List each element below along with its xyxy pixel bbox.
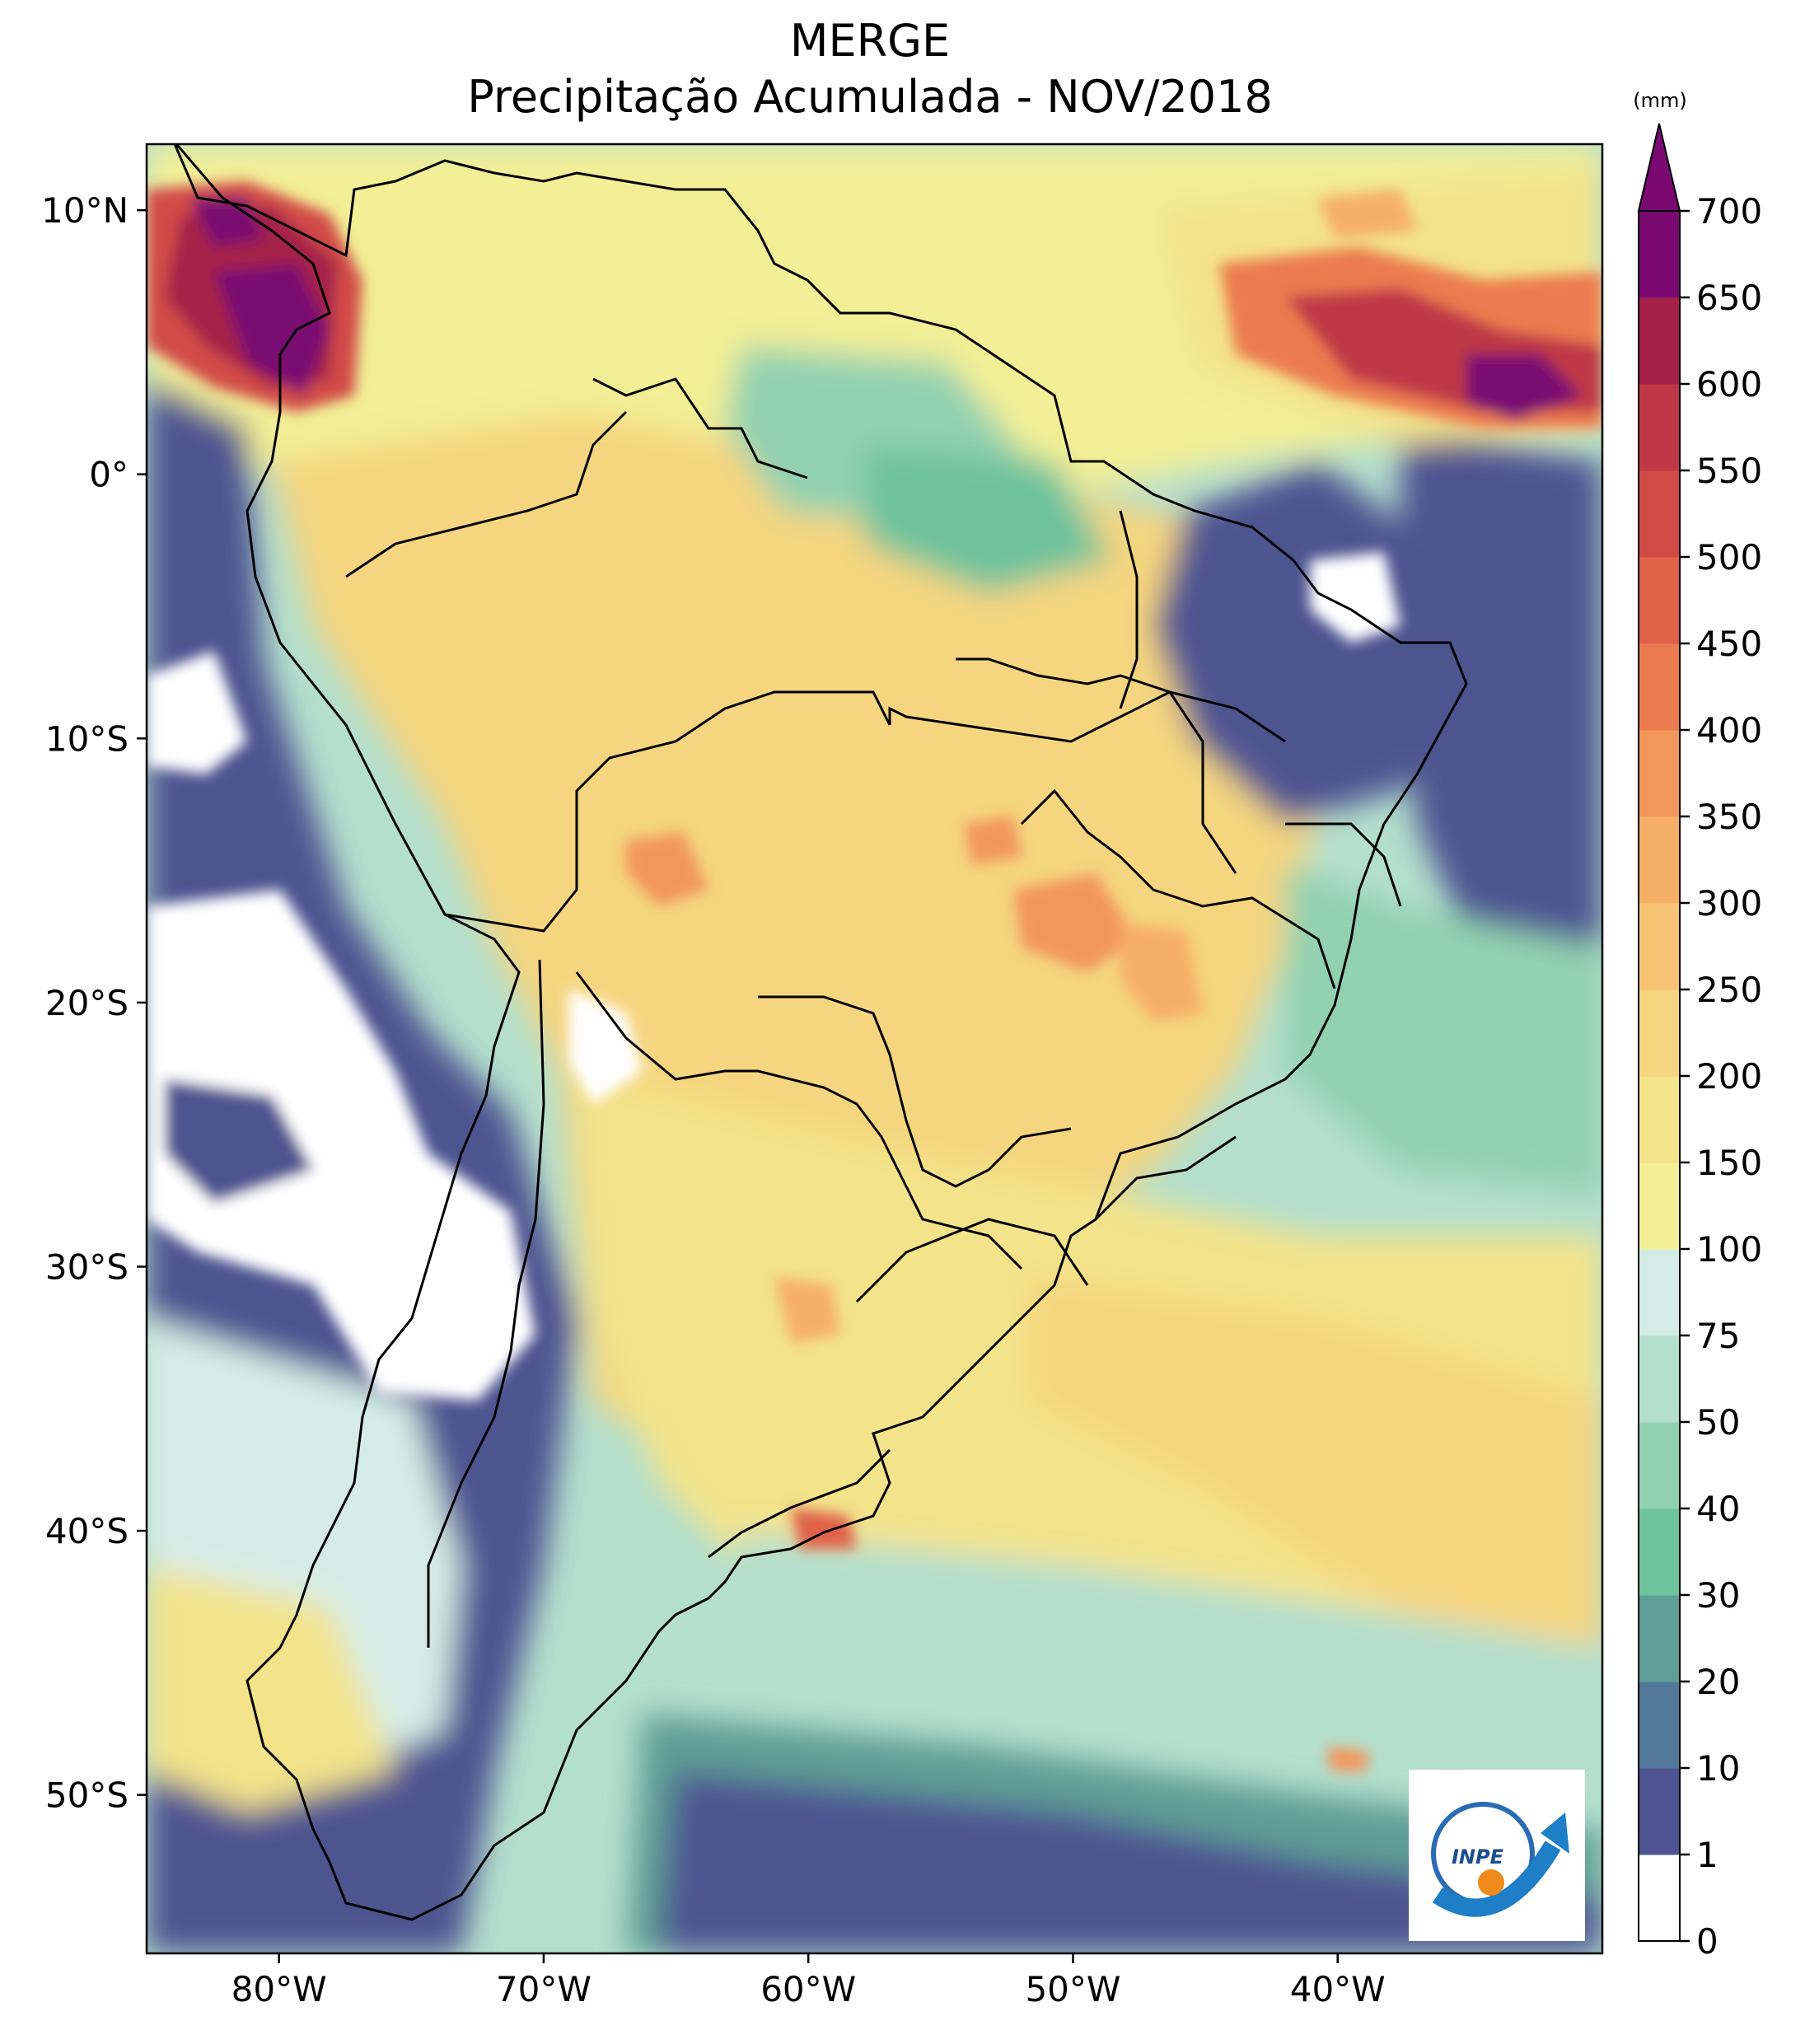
colorbar-swatch	[1639, 989, 1680, 1077]
colorbar-swatch	[1639, 1249, 1680, 1336]
colorbar-label: 100	[1696, 1229, 1762, 1270]
colorbar-swatch	[1639, 1076, 1680, 1163]
colorbar-label: 700	[1696, 191, 1762, 232]
chart-subtitle: Precipitação Acumulada - NOV/2018	[467, 71, 1273, 123]
colorbar-swatch	[1639, 730, 1680, 817]
colorbar-label: 400	[1696, 710, 1762, 751]
colorbar-label: 200	[1696, 1056, 1762, 1097]
colorbar-swatch	[1639, 903, 1680, 990]
latitude-ticks: 10°N 0° 10°S 20°S 30°S 40°S 50°S	[41, 190, 147, 1816]
lat-tick-label: 0°	[89, 455, 129, 495]
inpe-logo: INPE	[1409, 1770, 1585, 1941]
colorbar-swatch	[1639, 643, 1680, 731]
colorbar-label: 600	[1696, 364, 1762, 405]
colorbar-swatch	[1639, 384, 1680, 471]
colorbar-label: 1	[1696, 1835, 1718, 1875]
lat-tick-label: 40°S	[45, 1511, 129, 1551]
lon-tick-label: 40°W	[1290, 1969, 1386, 2009]
lat-tick-label: 50°S	[45, 1775, 129, 1816]
colorbar-label: 500	[1696, 537, 1762, 578]
colorbar-label: 150	[1696, 1143, 1762, 1183]
colorbar-label: 0	[1696, 1921, 1718, 1962]
colorbar-swatch	[1639, 816, 1680, 904]
colorbar-label: 50	[1696, 1402, 1740, 1443]
colorbar-label: 300	[1696, 883, 1762, 924]
country-borders	[173, 144, 1468, 1921]
lon-tick-label: 60°W	[760, 1969, 856, 2009]
colorbar-label: 250	[1696, 970, 1762, 1010]
lat-tick-label: 20°S	[45, 983, 129, 1023]
colorbar-label: 450	[1696, 624, 1762, 664]
lon-tick-label: 70°W	[496, 1969, 592, 2009]
colorbar-label: 10	[1696, 1748, 1740, 1789]
colorbar-swatch	[1639, 297, 1680, 385]
colorbar-swatch	[1639, 1682, 1680, 1769]
colorbar-unit: (mm)	[1633, 89, 1686, 112]
precipitation-field: INPE	[147, 144, 1602, 1953]
colorbar-swatch	[1639, 1335, 1680, 1423]
colorbar-label: 20	[1696, 1662, 1740, 1702]
colorbar-label: 40	[1696, 1489, 1740, 1529]
colorbar-label: 550	[1696, 451, 1762, 491]
colorbar-swatch	[1639, 557, 1680, 644]
colorbar: 0 1 10 20 30 40 50 75 100 150 200 250 300 350 400 450 50…	[1637, 123, 1762, 1962]
chart-title: MERGE	[789, 15, 951, 67]
map-frame	[145, 143, 1604, 1955]
lat-tick-label: 30°S	[45, 1247, 129, 1287]
lon-tick-label: 80°W	[231, 1969, 327, 2009]
colorbar-swatch	[1639, 1508, 1680, 1596]
colorbar-label: 650	[1696, 278, 1762, 318]
lat-tick-label: 10°S	[45, 718, 129, 759]
colorbar-swatch	[1639, 470, 1680, 558]
colorbar-label: 350	[1696, 797, 1762, 837]
colorbar-swatch	[1639, 1855, 1680, 1942]
longitude-ticks: 80°W 70°W 60°W 50°W 40°W	[231, 1953, 1386, 2009]
colorbar-swatch	[1639, 1422, 1680, 1509]
colorbar-swatch	[1639, 1162, 1680, 1250]
colorbar-label: 75	[1696, 1316, 1740, 1356]
colorbar-extend-arrow	[1637, 123, 1681, 212]
logo-text: INPE	[1452, 1845, 1504, 1869]
colorbar-swatch	[1639, 211, 1680, 298]
lon-tick-label: 50°W	[1025, 1969, 1120, 2009]
lat-tick-label: 10°N	[41, 190, 129, 231]
colorbar-swatch	[1639, 1768, 1680, 1855]
colorbar-swatch	[1639, 1595, 1680, 1682]
colorbar-label: 30	[1696, 1575, 1740, 1616]
